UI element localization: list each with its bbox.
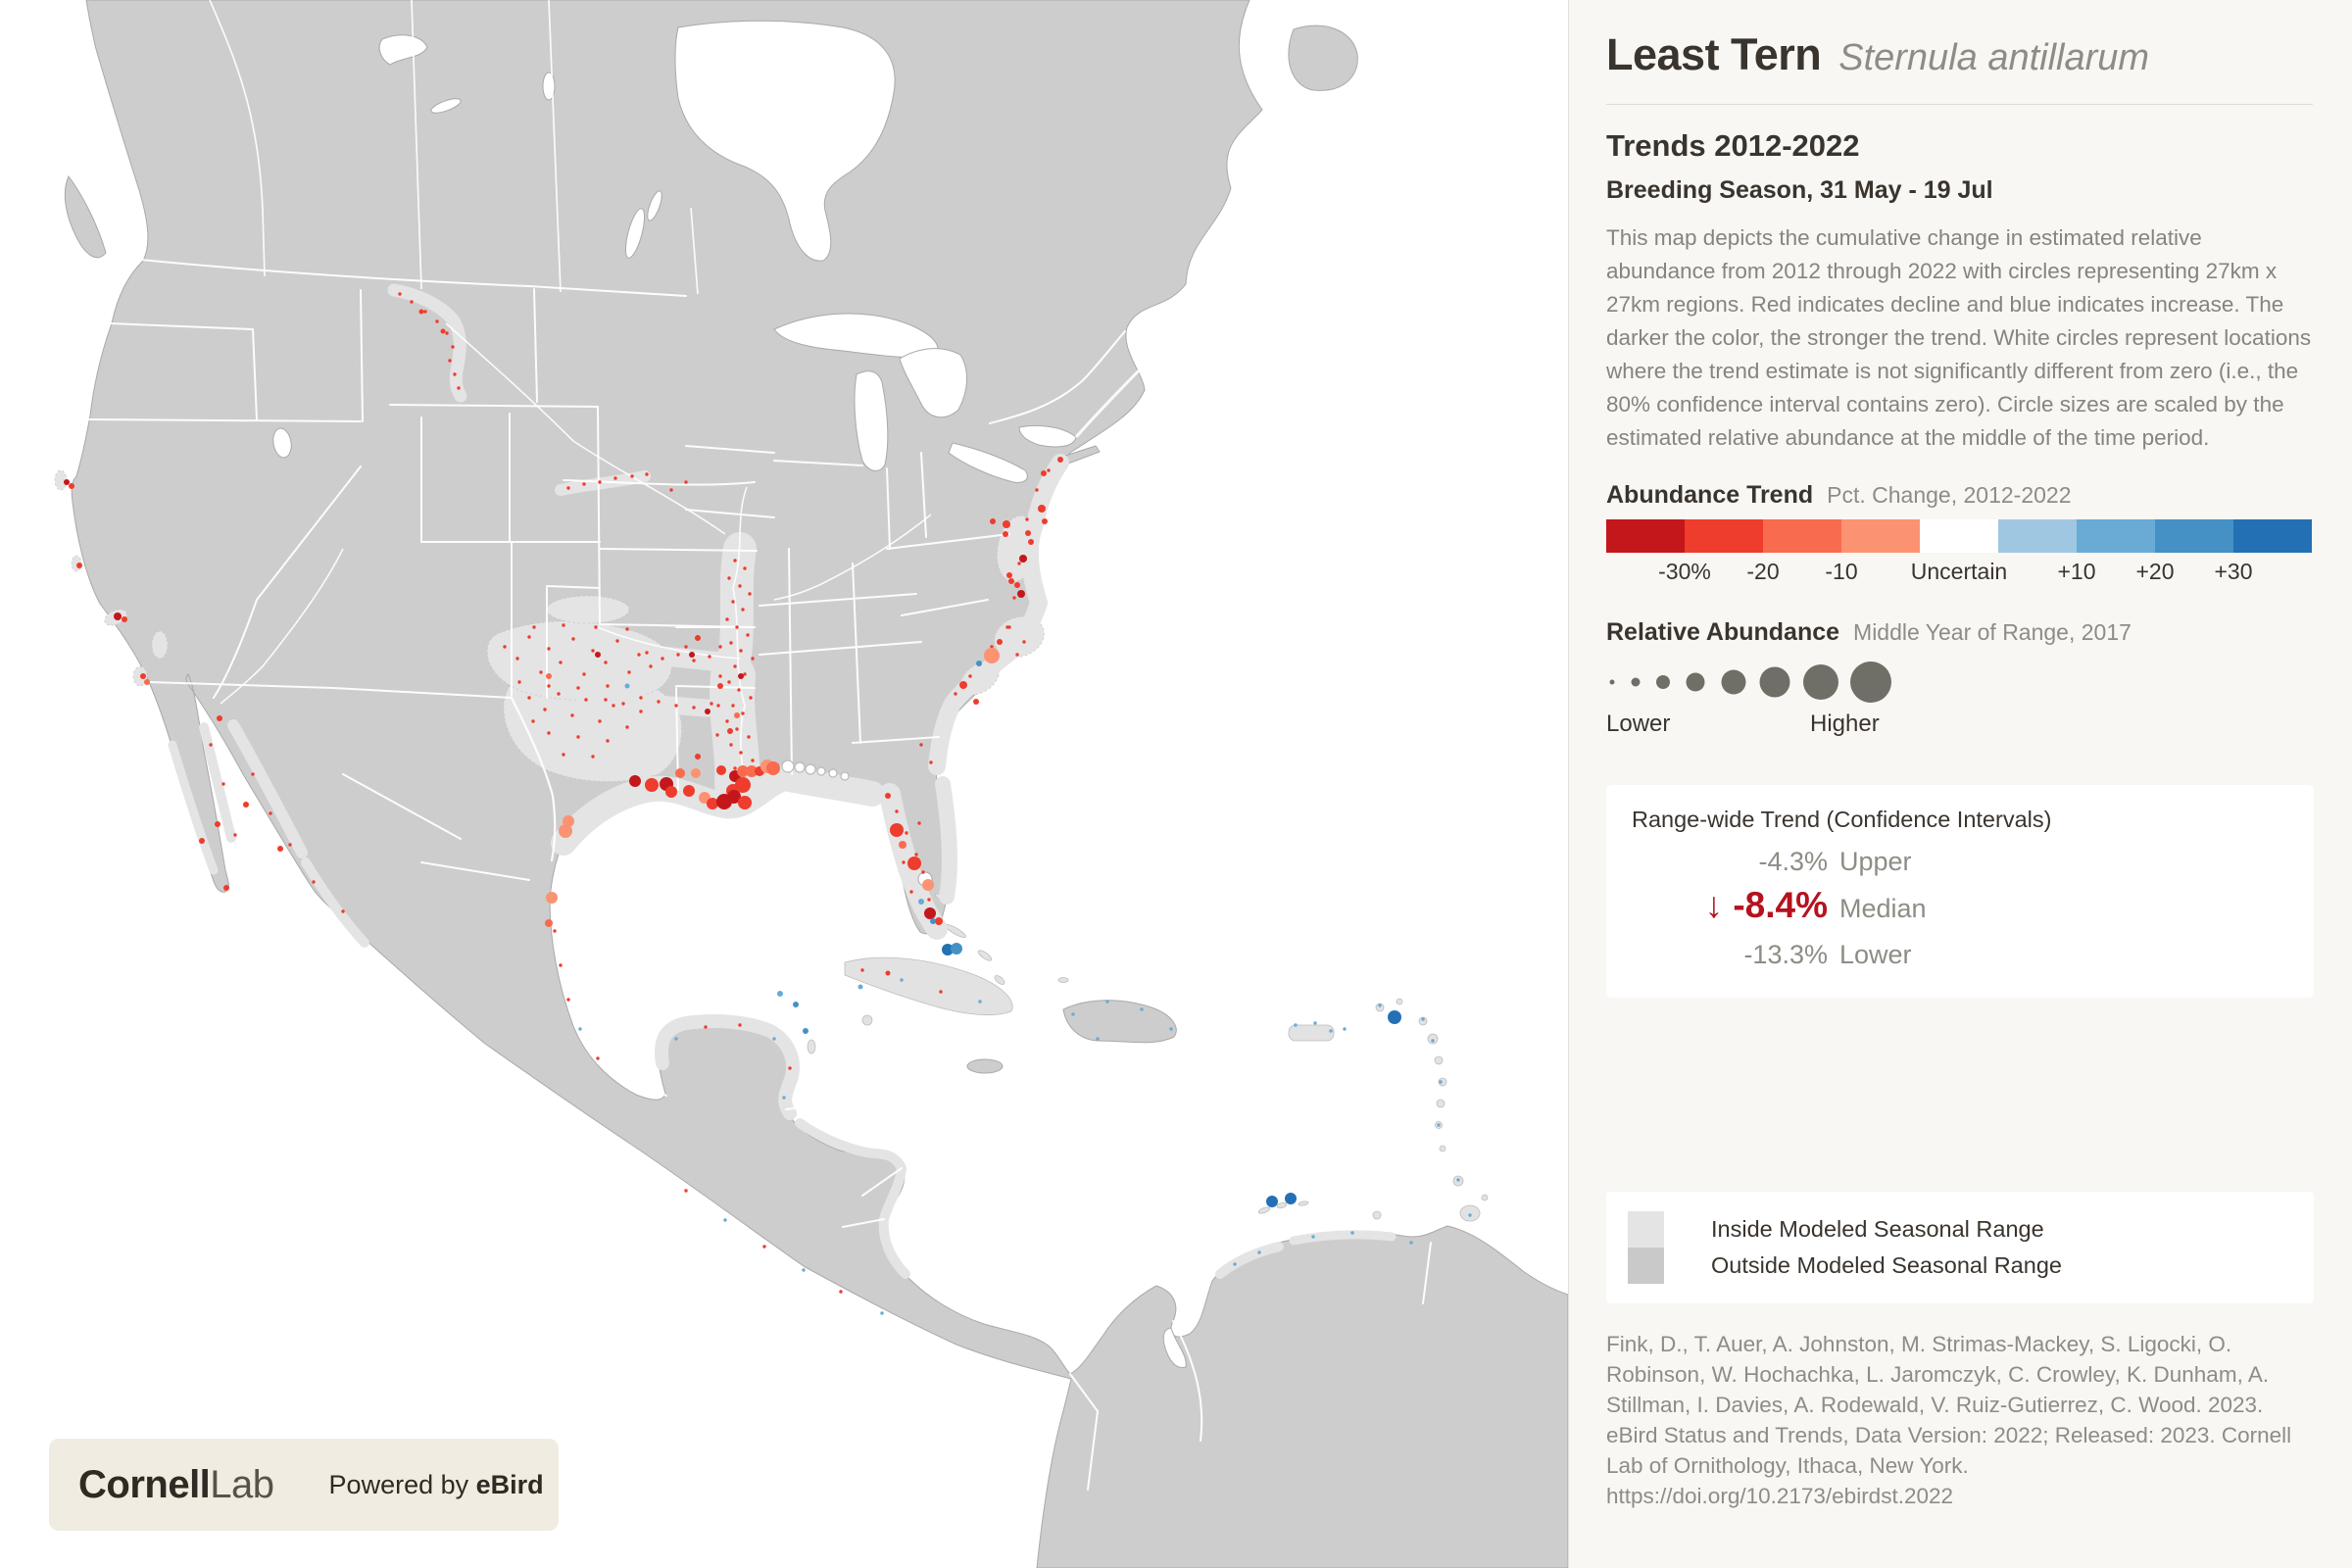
inside-range-swatch [1628, 1211, 1664, 1248]
tick-label: +10 [2057, 559, 2096, 584]
abundance-size-scale [1606, 657, 2313, 709]
median-trend-row: ↓ -8.4% Median [1632, 885, 2288, 926]
range-wide-trend-card: Range-wide Trend (Confidence Intervals) … [1606, 785, 2314, 998]
scale-segment [1920, 519, 1998, 553]
lower-ci-label: Lower [1839, 940, 1912, 969]
map-description: This map depicts the cumulative change i… [1606, 225, 2312, 450]
tick-label: -10 [1825, 559, 1858, 584]
scale-segment [1841, 519, 1920, 553]
upper-ci-row: -4.3% Upper [1632, 847, 2288, 877]
stipple-dots [209, 292, 1472, 1315]
cornell-lab-logo: CornellLab Powered by eBird [49, 1439, 559, 1531]
upper-ci-label: Upper [1839, 847, 1912, 876]
powered-by-ebird: Powered by eBird [328, 1469, 544, 1499]
tick-label: -30% [1658, 559, 1711, 584]
down-arrow-icon: ↓ [1704, 885, 1724, 925]
scale-segment [1998, 519, 2077, 553]
outside-range-row: Outside Modeled Seasonal Range [1628, 1248, 2292, 1284]
abundance-trend-label: Abundance Trend [1606, 481, 1814, 509]
state-borders [85, 256, 1432, 1491]
median-label: Median [1839, 894, 1927, 923]
species-scientific-name: Sternula antillarum [1838, 37, 2150, 78]
map-svg [54, 0, 1568, 1568]
lower-label: Lower [1606, 710, 1671, 737]
higher-label: Higher [1810, 710, 1880, 737]
relative-abundance-sublabel: Middle Year of Range, 2017 [1853, 619, 2132, 645]
season-subtitle: Breeding Season, 31 May - 19 Jul [1606, 176, 1993, 204]
abundance-trend-sublabel: Pct. Change, 2012-2022 [1827, 482, 2072, 508]
size-scale-labels: Lower Higher [1606, 710, 2312, 740]
relative-abundance-label: Relative Abundance [1606, 618, 1840, 646]
tick-label: Uncertain [1910, 559, 2008, 584]
info-sidebar: Least Tern Sternula antillarum Trends 20… [1568, 0, 2352, 1568]
outside-range-swatch [1628, 1248, 1664, 1284]
cornell-lab-wordmark: CornellLab [78, 1462, 274, 1506]
tick-label: +20 [2135, 559, 2175, 584]
range-legend-card: Inside Modeled Seasonal Range Outside Mo… [1606, 1192, 2314, 1303]
province-borders [209, 0, 699, 295]
median-value: ↓ -8.4% [1704, 885, 1828, 925]
trend-color-scale [1606, 519, 2312, 553]
scale-segment [2077, 519, 2155, 553]
scale-segment [2233, 519, 2312, 553]
species-header: Least Tern Sternula antillarum [1606, 29, 2313, 105]
outside-range-label: Outside Modeled Seasonal Range [1711, 1252, 2062, 1278]
rivers [220, 321, 1188, 793]
lower-ci-row: -13.3% Lower [1632, 940, 2288, 970]
trend-circles [64, 309, 1401, 1207]
abundance-trend-header: Abundance Trend Pct. Change, 2012-2022 [1606, 481, 2313, 510]
trends-title: Trends 2012-2022 [1606, 128, 1860, 163]
lower-ci-value: -13.3% [1743, 940, 1828, 969]
range-wide-trend-title: Range-wide Trend (Confidence Intervals) [1632, 807, 2052, 832]
tick-label: +30 [2214, 559, 2253, 584]
scale-segment [2155, 519, 2233, 553]
scale-segment [1763, 519, 1841, 553]
tick-label: -20 [1746, 559, 1780, 584]
upper-ci-value: -4.3% [1758, 847, 1828, 876]
inside-range-label: Inside Modeled Seasonal Range [1711, 1216, 2044, 1242]
citation-text: Fink, D., T. Auer, A. Johnston, M. Strim… [1606, 1332, 2292, 1508]
scale-segment [1685, 519, 1763, 553]
lakes [272, 20, 1187, 1369]
scale-tick-labels: -30% -20 -10 Uncertain +10 +20 +30 [1606, 559, 2312, 592]
species-common-name: Least Tern [1606, 29, 1822, 79]
inside-range-row: Inside Modeled Seasonal Range [1628, 1211, 2292, 1248]
relative-abundance-header: Relative Abundance Middle Year of Range,… [1606, 618, 2313, 647]
scale-segment [1606, 519, 1685, 553]
trends-map: CornellLab Powered by eBird [49, 0, 1568, 1568]
